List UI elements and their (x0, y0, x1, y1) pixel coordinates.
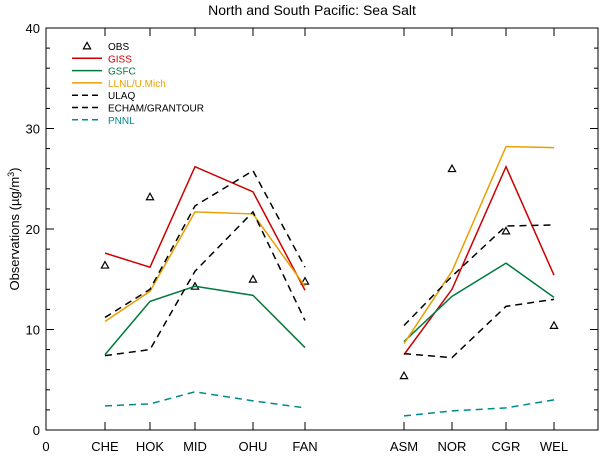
series-line-ulaq-south (403, 298, 555, 359)
series-line-ulaq-north (104, 210, 306, 357)
x-tick-label-mid: MID (183, 439, 207, 454)
x-tick-label-hok: HOK (136, 439, 165, 454)
series-giss (104, 164, 555, 356)
obs-marker-asm (399, 370, 409, 380)
obs-marker-hok (145, 192, 155, 201)
legend-label-ulaq: ULAQ (108, 91, 135, 102)
legend-label-giss: GISS (108, 54, 132, 65)
x-tick-label-nor: NOR (438, 439, 467, 454)
series-line-giss-north (104, 165, 306, 291)
series-pnnl (104, 391, 555, 417)
series-gsfc (104, 262, 555, 356)
x-tick-label-asm: ASM (390, 439, 418, 454)
y-axis-label: Observations (µg/m3) (6, 167, 22, 290)
series-obs (100, 163, 559, 380)
series-llnl-u-mich (104, 145, 555, 344)
legend-marker-obs (82, 41, 92, 50)
legend-label-llnl-u-mich: LLNL/U.Mich (108, 79, 166, 90)
y-tick-label: 30 (26, 122, 40, 137)
x-axis: 0 CHE HOK MID OHU FAN ASM NOR CGR WEL (42, 28, 568, 454)
series-line-pnnl-south (403, 399, 555, 417)
series-line-echam-grantour-north (104, 169, 306, 319)
series-line-pnnl-north (104, 391, 306, 409)
series-ulaq (104, 210, 555, 359)
x-tick-label-cgr: CGR (492, 439, 521, 454)
y-axis: 0 10 20 30 40 (26, 21, 598, 438)
legend-label-obs: OBS (108, 42, 129, 53)
legend-label-gsfc: GSFC (108, 67, 136, 78)
series-line-llnl-u-mich-south (403, 145, 555, 344)
obs-marker-wel (549, 320, 559, 329)
obs-marker-cgr (501, 226, 511, 235)
series-line-gsfc-north (104, 285, 306, 356)
y-tick-label: 10 (26, 323, 40, 338)
x-tick-label-fan: FAN (292, 439, 317, 454)
series-line-llnl-u-mich-north (104, 211, 306, 323)
obs-marker-ohu (248, 274, 258, 283)
y-tick-label: 0 (33, 423, 40, 438)
y-tick-label: 40 (26, 21, 40, 36)
x-tick-label-che: CHE (91, 439, 119, 454)
series-echam-grantour (104, 169, 555, 327)
obs-marker-nor (447, 163, 457, 173)
chart-title: North and South Pacific: Sea Salt (208, 2, 416, 18)
series-line-giss-south (403, 164, 555, 356)
series-layer (100, 145, 559, 417)
x-zero-label: 0 (42, 439, 49, 454)
legend-label-pnnl: PNNL (108, 116, 135, 127)
x-tick-label-ohu: OHU (239, 439, 268, 454)
legend-label-echam-grantour: ECHAM/GRANTOUR (108, 104, 204, 115)
x-tick-label-wel: WEL (540, 439, 568, 454)
y-tick-label: 20 (26, 222, 40, 237)
obs-marker-fan (300, 276, 310, 285)
series-line-gsfc-south (403, 262, 555, 343)
obs-marker-che (100, 260, 110, 269)
